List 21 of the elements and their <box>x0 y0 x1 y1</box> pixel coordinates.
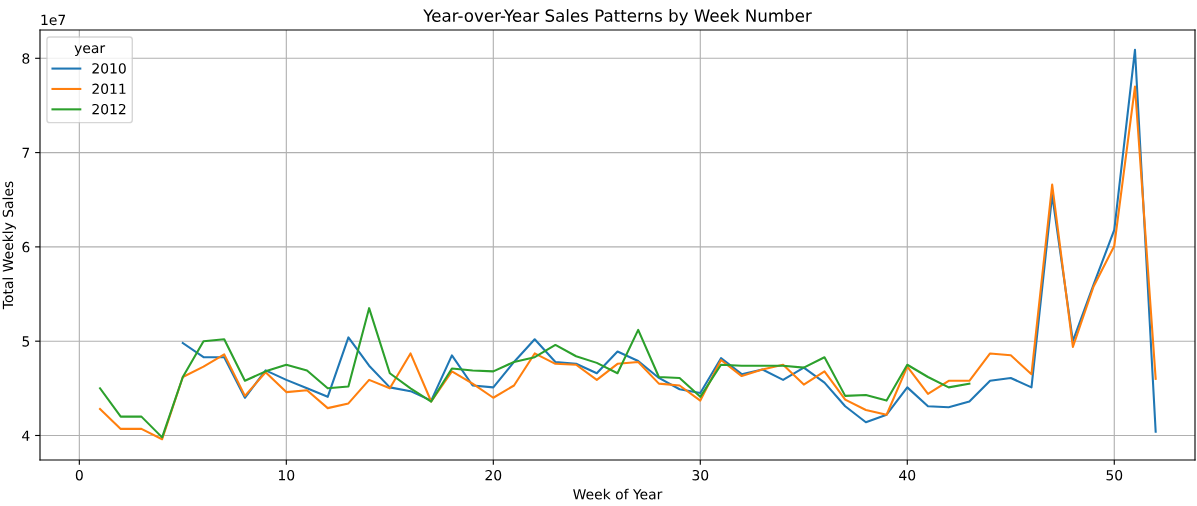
x-tick-label: 20 <box>485 469 502 481</box>
x-tick-label: 10 <box>279 469 295 481</box>
y-tick-label: 7 <box>22 147 30 158</box>
x-tick-label: 40 <box>899 469 916 481</box>
y-tick-label: 6 <box>22 241 30 253</box>
y-tick-label: 4 <box>22 430 30 441</box>
x-tick-label: 0 <box>75 469 83 481</box>
legend-title: year <box>74 45 106 56</box>
y-tick-label: 8 <box>22 53 30 64</box>
line-series <box>98 307 971 439</box>
legend-label: 2011 <box>92 83 126 95</box>
legend-label: 2010 <box>92 63 126 74</box>
x-tick-label: 50 <box>1106 469 1123 481</box>
x-axis-title: Week of Year <box>573 488 663 500</box>
y-tick-label: 5 <box>22 336 30 347</box>
chart-title: Year-over-Year Sales Patterns by Week Number <box>423 9 812 26</box>
text: 1e7 <box>41 14 66 26</box>
legend-label: 2012 <box>92 103 126 115</box>
line-series <box>181 48 1157 433</box>
x-tick-label: 30 <box>692 469 709 481</box>
y-axis-title: Total Weekly Sales <box>2 181 16 310</box>
